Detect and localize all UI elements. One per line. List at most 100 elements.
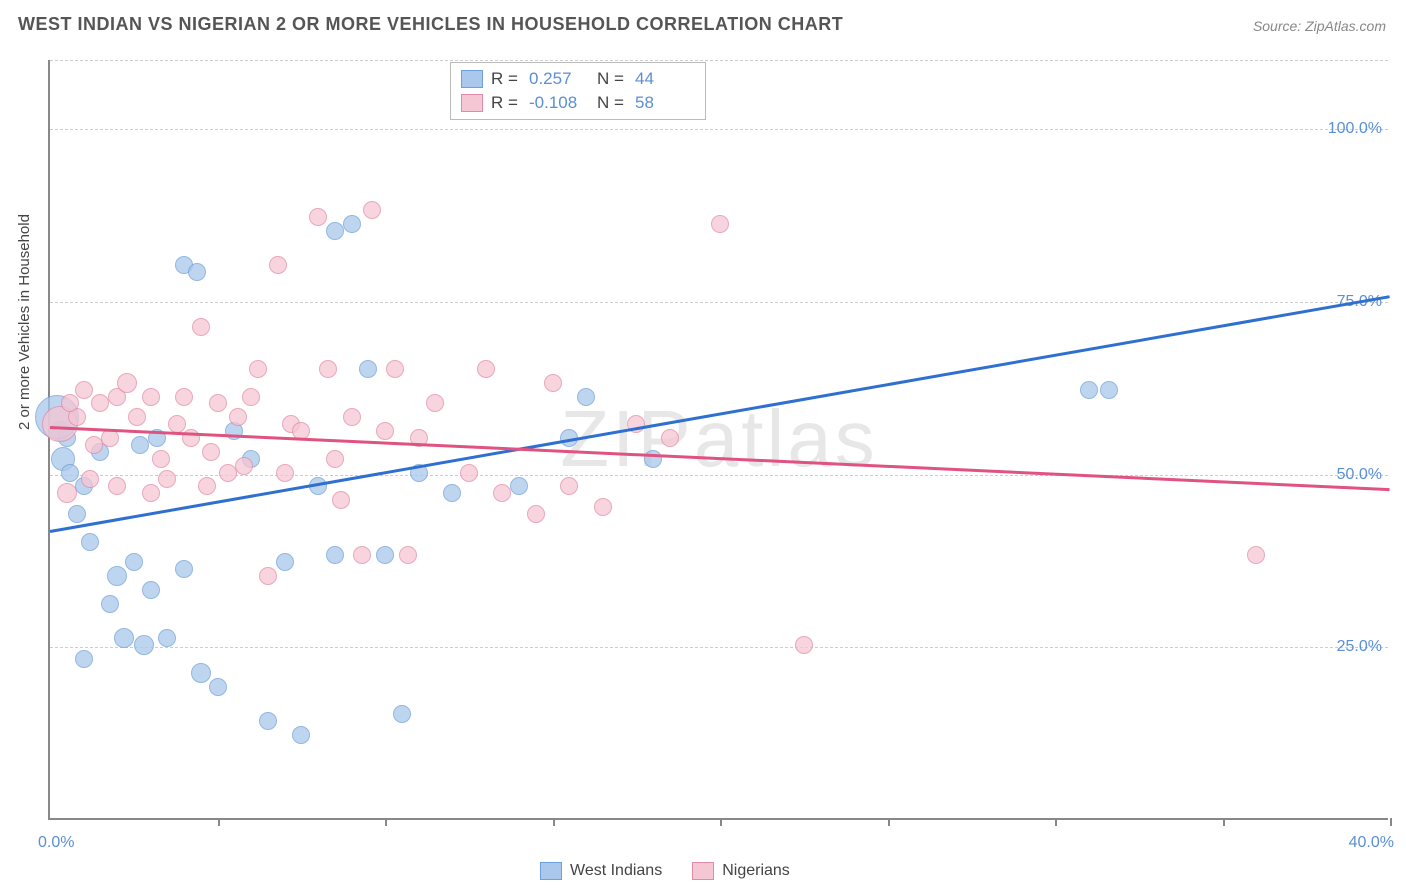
chart-title: WEST INDIAN VS NIGERIAN 2 OR MORE VEHICL… <box>18 14 843 35</box>
series2-swatch <box>461 94 483 112</box>
data-point <box>319 360 337 378</box>
x-axis-min-label: 0.0% <box>38 834 74 852</box>
data-point <box>276 553 294 571</box>
data-point <box>91 394 109 412</box>
data-point <box>363 201 381 219</box>
x-tick <box>888 818 890 826</box>
x-tick <box>1390 818 1392 826</box>
series2-r-value: -0.108 <box>529 93 589 113</box>
data-point <box>175 388 193 406</box>
x-tick <box>218 818 220 826</box>
data-point <box>192 318 210 336</box>
data-point <box>101 595 119 613</box>
y-axis-label: 2 or more Vehicles in Household <box>16 214 33 430</box>
data-point <box>326 546 344 564</box>
data-point <box>191 663 211 683</box>
series2-n-value: 58 <box>635 93 695 113</box>
data-point <box>1247 546 1265 564</box>
series1-r-value: 0.257 <box>529 69 589 89</box>
data-point <box>158 470 176 488</box>
data-point <box>795 636 813 654</box>
data-point <box>158 629 176 647</box>
series1-swatch-bottom <box>540 862 562 880</box>
legend-stats-row-1: R = 0.257 N = 44 <box>461 67 695 91</box>
data-point <box>460 464 478 482</box>
data-point <box>235 457 253 475</box>
data-point <box>61 394 79 412</box>
correlation-chart: WEST INDIAN VS NIGERIAN 2 OR MORE VEHICL… <box>0 0 1406 892</box>
data-point <box>249 360 267 378</box>
y-tick-label: 100.0% <box>1328 120 1382 138</box>
r-label: R = <box>491 69 521 89</box>
data-point <box>81 533 99 551</box>
trend-line <box>50 295 1391 533</box>
data-point <box>326 222 344 240</box>
data-point <box>117 373 137 393</box>
data-point <box>343 408 361 426</box>
source-label: Source: ZipAtlas.com <box>1253 18 1386 34</box>
data-point <box>594 498 612 516</box>
data-point <box>527 505 545 523</box>
data-point <box>259 567 277 585</box>
gridline <box>50 129 1388 130</box>
data-point <box>219 464 237 482</box>
data-point <box>292 726 310 744</box>
legend-stats: R = 0.257 N = 44 R = -0.108 N = 58 <box>450 62 706 120</box>
data-point <box>426 394 444 412</box>
data-point <box>81 470 99 488</box>
plot-area: ZIPatlas 0.0% 40.0% 25.0%50.0%75.0%100.0… <box>48 60 1388 820</box>
gridline <box>50 647 1388 648</box>
data-point <box>75 381 93 399</box>
data-point <box>175 560 193 578</box>
x-tick <box>385 818 387 826</box>
data-point <box>326 450 344 468</box>
data-point <box>85 436 103 454</box>
data-point <box>276 464 294 482</box>
data-point <box>114 628 134 648</box>
x-tick <box>1055 818 1057 826</box>
data-point <box>359 360 377 378</box>
data-point <box>259 712 277 730</box>
legend-stats-row-2: R = -0.108 N = 58 <box>461 91 695 115</box>
data-point <box>376 546 394 564</box>
data-point <box>376 422 394 440</box>
data-point <box>309 208 327 226</box>
data-point <box>493 484 511 502</box>
series1-swatch <box>461 70 483 88</box>
data-point <box>68 505 86 523</box>
data-point <box>353 546 371 564</box>
x-axis-max-label: 40.0% <box>1349 834 1394 852</box>
data-point <box>269 256 287 274</box>
legend-item-2: Nigerians <box>692 862 790 880</box>
data-point <box>510 477 528 495</box>
legend-item-1: West Indians <box>540 862 662 880</box>
y-tick-label: 25.0% <box>1337 638 1382 656</box>
data-point <box>125 553 143 571</box>
legend-series: West Indians Nigerians <box>540 862 790 880</box>
data-point <box>198 477 216 495</box>
data-point <box>57 483 77 503</box>
data-point <box>142 388 160 406</box>
data-point <box>544 374 562 392</box>
gridline <box>50 475 1388 476</box>
data-point <box>343 215 361 233</box>
y-tick-label: 50.0% <box>1337 466 1382 484</box>
data-point <box>711 215 729 233</box>
gridline <box>50 302 1388 303</box>
n-label: N = <box>597 93 627 113</box>
data-point <box>142 581 160 599</box>
data-point <box>443 484 461 502</box>
data-point <box>128 408 146 426</box>
x-tick <box>1223 818 1225 826</box>
data-point <box>661 429 679 447</box>
series1-n-value: 44 <box>635 69 695 89</box>
r-label: R = <box>491 93 521 113</box>
data-point <box>386 360 404 378</box>
watermark: ZIPatlas <box>560 393 877 485</box>
data-point <box>202 443 220 461</box>
series2-swatch-bottom <box>692 862 714 880</box>
data-point <box>644 450 662 468</box>
data-point <box>142 484 160 502</box>
data-point <box>209 394 227 412</box>
data-point <box>134 635 154 655</box>
